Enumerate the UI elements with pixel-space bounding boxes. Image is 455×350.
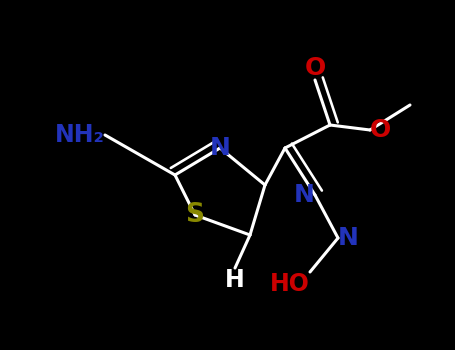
Text: O: O bbox=[304, 56, 326, 80]
Text: S: S bbox=[186, 202, 204, 228]
Text: NH₂: NH₂ bbox=[55, 123, 105, 147]
Text: N: N bbox=[338, 226, 359, 250]
Text: N: N bbox=[294, 183, 315, 207]
Text: H: H bbox=[225, 268, 245, 292]
Text: O: O bbox=[370, 118, 391, 142]
Text: HO: HO bbox=[270, 272, 310, 296]
Text: N: N bbox=[210, 136, 230, 160]
